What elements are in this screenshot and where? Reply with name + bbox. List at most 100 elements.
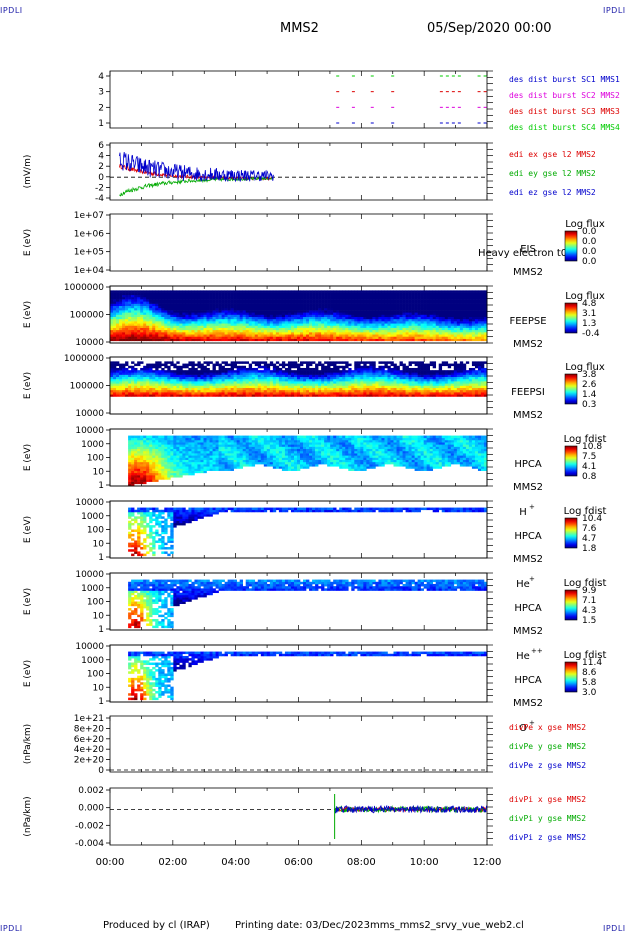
- spectrogram-cell: [296, 294, 301, 298]
- spectrogram-cell: [131, 325, 135, 328]
- spectrogram-cell: [402, 374, 406, 378]
- spectrogram-cell: [441, 312, 446, 315]
- spectrogram-cell: [272, 292, 277, 296]
- plot-spacecraft-title: MMS2: [280, 21, 319, 36]
- spectrogram-cell: [158, 312, 162, 315]
- spectrogram-cell: [321, 334, 325, 337]
- spectrogram-cell: [161, 370, 165, 373]
- spectrogram-cell: [426, 336, 430, 339]
- spectrogram-cell: [140, 323, 144, 326]
- spectrogram-cell: [218, 327, 222, 331]
- spectrogram-cell: [309, 367, 313, 371]
- spectrogram-cell: [300, 290, 304, 293]
- spectrogram-cell: [330, 394, 334, 397]
- spectrogram-cell: [146, 387, 150, 391]
- spectrogram-cell: [318, 329, 322, 333]
- spectrogram-cell: [224, 307, 228, 311]
- spectrogram-cell: [435, 294, 440, 298]
- spectrogram-cell: [149, 316, 153, 320]
- spectrogram-cell: [287, 365, 292, 369]
- spectrogram-cell: [188, 294, 192, 298]
- spectrogram-cell: [411, 299, 415, 302]
- spectrogram-cell: [303, 323, 307, 326]
- spectrogram-cell: [405, 318, 409, 322]
- spectrogram-cell: [324, 381, 328, 384]
- panel-eis-colorbar-tick: 0.0: [582, 237, 597, 247]
- spectrogram-cell: [381, 367, 385, 371]
- spectrogram-cell: [423, 314, 427, 317]
- spectrogram-cell: [327, 336, 331, 339]
- spectrogram-cell: [351, 290, 355, 293]
- spectrogram-cell: [179, 292, 183, 296]
- spectrogram-cell: [432, 392, 437, 395]
- spectrogram-cell: [254, 387, 259, 391]
- spectrogram-cell: [441, 381, 446, 384]
- spectrogram-cell: [203, 325, 207, 328]
- spectrogram-cell: [321, 303, 325, 307]
- spectrogram-cell: [402, 296, 406, 300]
- spectrogram-cell: [384, 376, 388, 380]
- spectrogram-cell: [269, 314, 274, 317]
- spectrogram-cell: [224, 374, 228, 378]
- spectrogram-cell: [474, 336, 479, 339]
- spectrogram-cell: [453, 332, 458, 335]
- spectrogram-cell: [417, 318, 421, 322]
- spectrogram-cell: [245, 323, 250, 326]
- spectrogram-cell: [143, 329, 147, 333]
- spectrogram-cell: [269, 370, 274, 373]
- spectrogram-cell: [212, 376, 216, 380]
- spectrogram-cell: [176, 307, 180, 311]
- spectrogram-cell: [182, 318, 186, 322]
- spectrogram-cell: [453, 318, 458, 322]
- spectrogram-cell: [360, 292, 364, 296]
- spectrogram-cell: [363, 338, 367, 342]
- spectrogram-cell: [119, 316, 123, 320]
- spectrogram-cell: [113, 394, 117, 397]
- spectrogram-cell: [426, 394, 430, 397]
- spectrogram-cell: [453, 314, 458, 317]
- spectrogram-cell: [275, 385, 280, 388]
- spectrogram-cell: [158, 376, 162, 380]
- spectrogram-cell: [387, 372, 391, 375]
- spectrogram-cell: [281, 299, 286, 302]
- spectrogram-cell: [230, 323, 234, 326]
- spectrogram-cell: [393, 334, 397, 337]
- spectrogram-cell: [381, 361, 385, 364]
- spectrogram-cell: [155, 387, 159, 391]
- spectrogram-cell: [284, 370, 289, 373]
- spectrogram-cell: [360, 329, 364, 333]
- spectrogram-cell: [468, 321, 473, 324]
- spectrogram-cell: [375, 336, 379, 339]
- spectrogram-cell: [318, 394, 322, 397]
- spectrogram-cell: [369, 370, 373, 373]
- spectrogram-cell: [224, 392, 228, 395]
- spectrogram-cell: [125, 338, 129, 342]
- spectrogram-cell: [254, 334, 259, 337]
- spectrogram-cell: [179, 394, 183, 397]
- spectrogram-cell: [312, 329, 316, 333]
- spectrogram-cell: [381, 332, 385, 335]
- spectrogram-cell: [200, 392, 204, 395]
- spectrogram-cell: [290, 389, 295, 393]
- spectrogram-cell: [330, 367, 334, 371]
- spectrogram-cell: [333, 394, 337, 397]
- spectrogram-cell: [251, 336, 256, 339]
- spectrogram-cell: [399, 387, 403, 391]
- spectrogram-cell: [447, 310, 452, 313]
- spectrogram-cell: [221, 299, 225, 302]
- spectrogram-cell: [405, 314, 409, 317]
- spectrogram-cell: [209, 374, 213, 378]
- spectrogram-cell: [300, 314, 304, 317]
- spectrogram-cell: [116, 299, 120, 302]
- spectrogram-cell: [149, 338, 153, 342]
- spectrogram-cell: [306, 361, 310, 364]
- spectrogram-cell: [257, 381, 262, 384]
- spectrogram-cell: [284, 318, 289, 322]
- spectrogram-cell: [378, 314, 382, 317]
- spectrogram-cell: [399, 336, 403, 339]
- spectrogram-cell: [456, 325, 461, 328]
- spectrogram-cell: [251, 370, 256, 373]
- spectrogram-cell: [266, 376, 271, 380]
- spectrogram-cell: [393, 338, 397, 342]
- spectrogram-cell: [161, 374, 165, 378]
